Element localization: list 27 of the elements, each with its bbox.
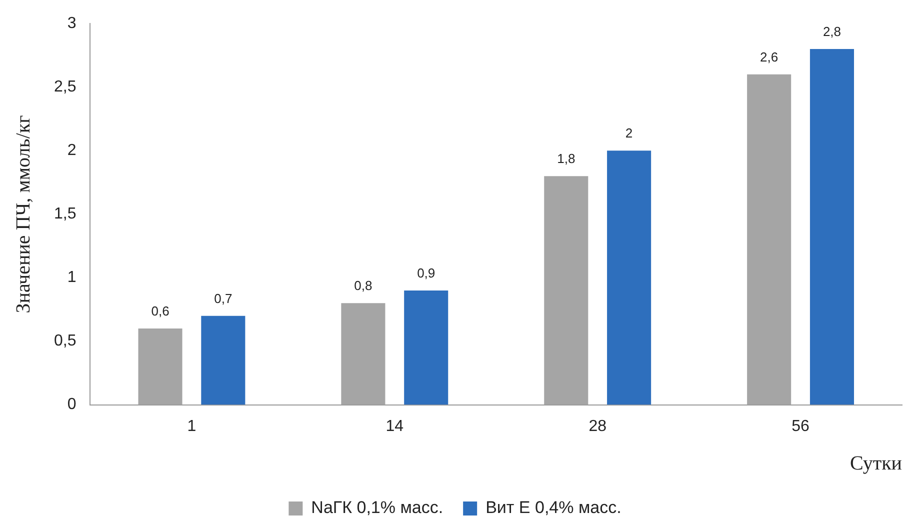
bar — [201, 316, 246, 405]
x-tick-label: 56 — [792, 418, 810, 435]
data-label: 0,9 — [417, 266, 436, 281]
data-label: 2,6 — [760, 50, 778, 65]
x-tick-label: 14 — [386, 418, 404, 435]
data-label: 0,6 — [151, 304, 170, 319]
x-axis-title: Сутки — [850, 452, 902, 474]
legend-label: NaГК 0,1% масс. — [311, 498, 444, 518]
x-tick-label: 28 — [588, 418, 607, 435]
bar — [404, 290, 448, 405]
data-label: 0,7 — [214, 290, 232, 306]
bar — [607, 150, 652, 405]
bar — [810, 49, 854, 405]
y-tick-label: 1 — [67, 269, 76, 286]
y-tick-label: 0 — [67, 396, 76, 414]
data-label: 0,8 — [354, 278, 372, 294]
y-tick-label: 0,5 — [54, 332, 76, 350]
data-label: 1,8 — [557, 151, 576, 166]
x-tick-label: 1 — [187, 418, 196, 435]
y-tick-label: 1,5 — [54, 206, 76, 223]
y-tick-label: 3 — [67, 15, 76, 32]
data-label: 2,8 — [822, 24, 842, 40]
y-axis-title: Значение ПЧ, ммоль/кг — [12, 115, 34, 314]
y-tick-label: 2 — [67, 142, 76, 160]
data-label: 2 — [625, 126, 633, 141]
y-tick-label: 2,5 — [54, 78, 76, 96]
legend-label: Вит E 0,4% масс. — [486, 498, 622, 518]
